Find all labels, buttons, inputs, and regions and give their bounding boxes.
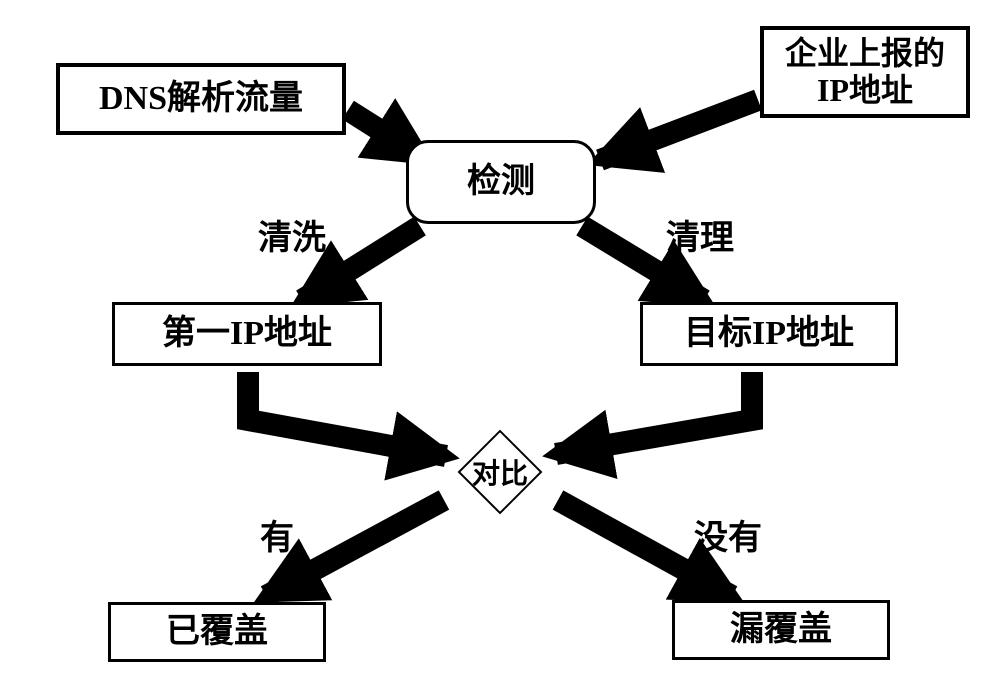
node-enterprise: 企业上报的IP地址	[760, 26, 970, 118]
node-covered-label: 已覆盖	[166, 612, 268, 651]
edge-label-no: 没有	[694, 510, 762, 559]
edge-targetip-compare	[556, 372, 752, 454]
node-detect: 检测	[406, 140, 596, 224]
edge-enterprise-detect	[600, 100, 758, 160]
node-compare-label: 对比	[472, 452, 528, 492]
node-dns: DNS解析流量	[56, 63, 346, 135]
node-covered: 已覆盖	[108, 602, 326, 662]
edge-label-clean-up: 清理	[666, 210, 734, 259]
node-missed: 漏覆盖	[672, 600, 890, 660]
node-targetip: 目标IP地址	[640, 302, 898, 366]
node-detect-label: 检测	[467, 162, 535, 201]
edge-firstip-compare	[248, 372, 446, 456]
node-firstip-label: 第一IP地址	[162, 314, 332, 353]
node-compare: 对比	[458, 430, 542, 514]
node-enterprise-label: 企业上报的IP地址	[772, 35, 958, 109]
edge-label-clean-wash: 清洗	[258, 210, 326, 259]
edge-label-yes: 有	[260, 510, 294, 559]
node-missed-label: 漏覆盖	[730, 610, 832, 649]
flowchart-canvas: DNS解析流量 企业上报的IP地址 检测 第一IP地址 目标IP地址 对比 已覆…	[0, 0, 1000, 687]
node-targetip-label: 目标IP地址	[684, 314, 854, 353]
node-firstip: 第一IP地址	[112, 302, 382, 366]
node-dns-label: DNS解析流量	[99, 79, 303, 118]
